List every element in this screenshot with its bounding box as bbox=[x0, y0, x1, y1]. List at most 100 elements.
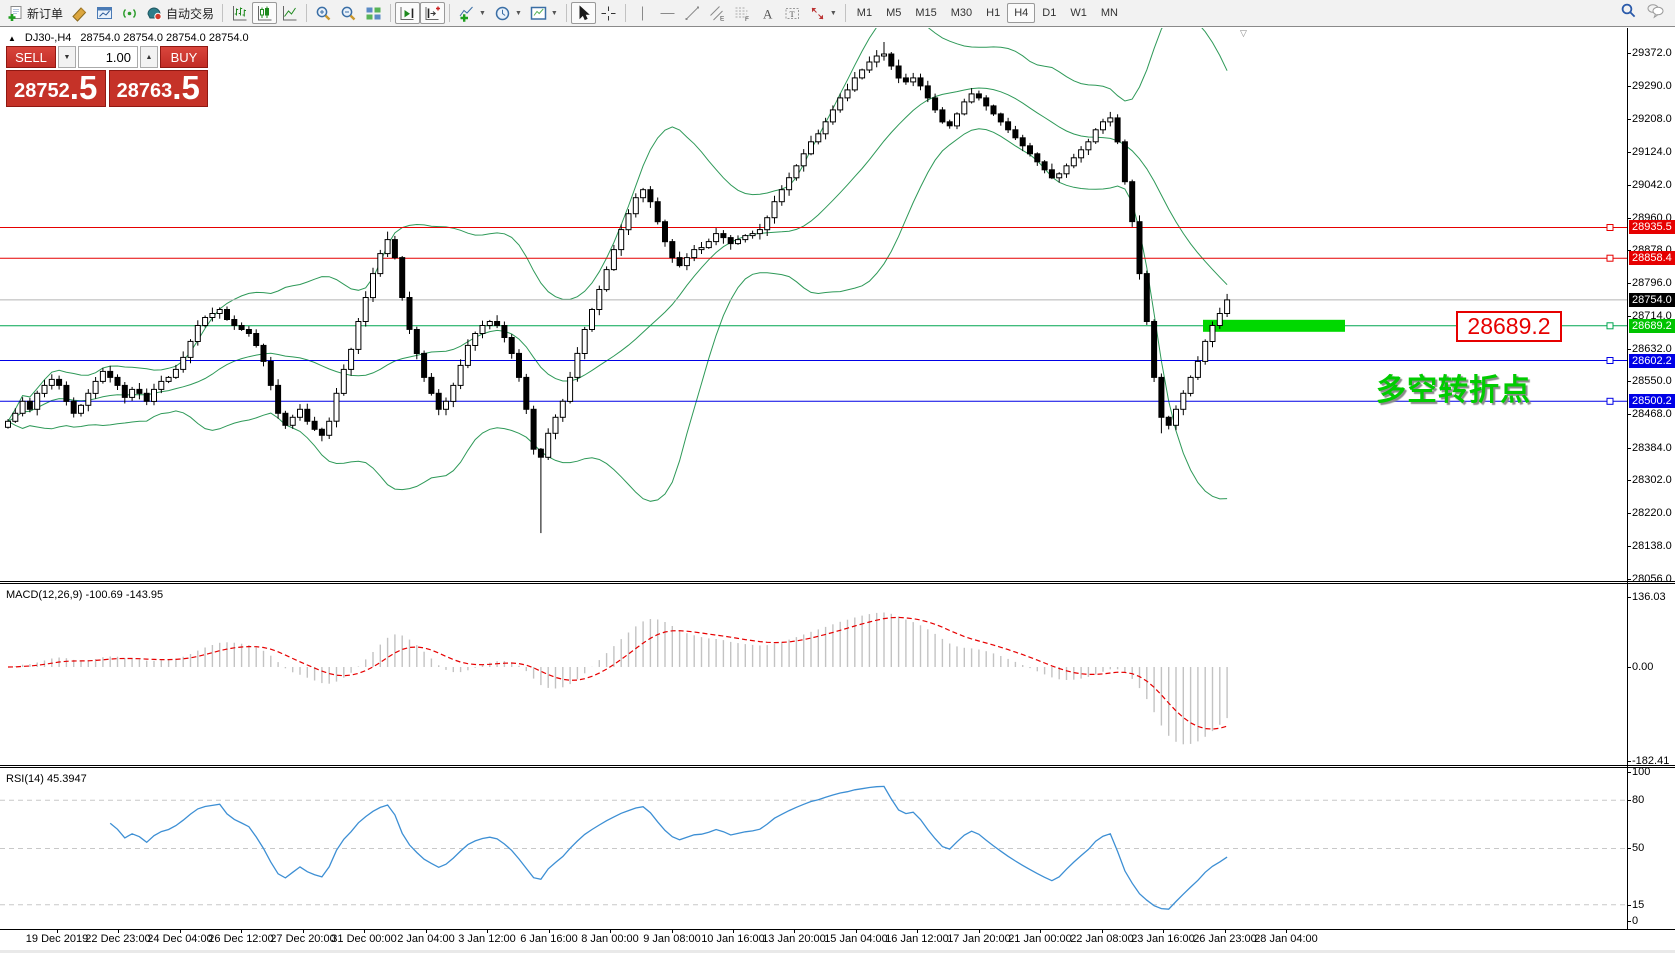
timeframe-M1-button[interactable]: M1 bbox=[856, 7, 873, 19]
dropdown-arrow-icon[interactable]: ▼ bbox=[479, 9, 486, 17]
crosshair-button[interactable] bbox=[596, 2, 621, 24]
timeframe-M30-button[interactable]: M30 bbox=[950, 7, 973, 19]
buy-price-display[interactable]: 28763.5 bbox=[108, 70, 208, 107]
candlestick-chart-button[interactable] bbox=[252, 2, 278, 24]
timeframe-MN-button[interactable]: MN bbox=[1100, 7, 1118, 19]
indicators-button[interactable]: ▼ bbox=[454, 2, 490, 24]
price-level-callout[interactable]: 28689.2 bbox=[1456, 311, 1562, 342]
text-label-button[interactable]: T bbox=[780, 2, 805, 24]
candle bbox=[530, 408, 537, 450]
candle bbox=[172, 368, 179, 378]
collapse-panel-arrow[interactable]: ▲ bbox=[8, 33, 16, 43]
line-chart-button[interactable] bbox=[277, 2, 302, 24]
highlight-zone-rect[interactable] bbox=[1203, 319, 1345, 332]
time-tick-label: 2 Jan 04:00 bbox=[397, 933, 455, 945]
horizontal-line-button[interactable] bbox=[655, 2, 680, 24]
time-tick-label: 22 Dec 23:00 bbox=[85, 933, 151, 945]
periods-button[interactable]: ▼ bbox=[490, 2, 526, 24]
candle bbox=[224, 309, 230, 320]
macd-splitter[interactable] bbox=[0, 581, 1675, 584]
candle bbox=[1070, 157, 1077, 167]
bar-chart-button[interactable] bbox=[227, 2, 252, 24]
candle bbox=[567, 376, 574, 402]
timeframe-M5-button[interactable]: M5 bbox=[886, 7, 902, 19]
timeframe-W1-button[interactable]: W1 bbox=[1070, 7, 1087, 19]
buy-button[interactable]: BUY bbox=[160, 46, 208, 68]
candle bbox=[778, 189, 785, 203]
candle bbox=[267, 360, 274, 386]
time-tick bbox=[487, 929, 488, 933]
arrows-button[interactable]: ▼ bbox=[805, 2, 841, 24]
new-order-button[interactable]: 新订单 bbox=[3, 2, 67, 24]
time-tick bbox=[979, 929, 980, 933]
candle bbox=[610, 249, 617, 271]
timeframe-D1-button[interactable]: D1 bbox=[1042, 7, 1057, 19]
candle bbox=[516, 352, 522, 378]
candle bbox=[647, 189, 654, 203]
candle bbox=[34, 392, 41, 410]
hline-handle[interactable] bbox=[1606, 397, 1614, 405]
equidistant-channel-button[interactable]: E bbox=[705, 2, 730, 24]
styler-button[interactable] bbox=[67, 2, 92, 24]
candle bbox=[727, 237, 734, 245]
hline-handle[interactable] bbox=[1606, 357, 1614, 364]
sell-price-display[interactable]: 28752.5 bbox=[6, 70, 106, 107]
volume-input[interactable]: 1.00 bbox=[78, 46, 138, 68]
macd-pane[interactable] bbox=[0, 584, 1627, 765]
candle bbox=[1202, 340, 1209, 362]
rsi-pane[interactable] bbox=[0, 768, 1627, 929]
hline-handle[interactable] bbox=[1606, 224, 1614, 231]
macd-signal-line bbox=[7, 616, 1228, 730]
candle bbox=[1019, 137, 1026, 147]
fibonacci-button[interactable]: F bbox=[730, 2, 755, 24]
candle bbox=[1158, 376, 1165, 418]
dropdown-arrow-icon[interactable]: ▼ bbox=[550, 9, 558, 17]
candle bbox=[304, 408, 311, 422]
cursor-button[interactable] bbox=[570, 2, 596, 24]
dropdown-arrow-icon[interactable]: ▼ bbox=[514, 9, 522, 17]
hline-handle[interactable] bbox=[1606, 322, 1614, 330]
candle bbox=[479, 325, 486, 334]
trendline-button[interactable] bbox=[680, 2, 705, 24]
zoom-in-button[interactable] bbox=[311, 2, 336, 24]
label-icon: T bbox=[784, 5, 801, 22]
macd-header: MACD(12,26,9) -100.69 -143.95 bbox=[6, 589, 163, 601]
rsi-axis-label: 50 bbox=[1627, 841, 1675, 855]
profiles-button[interactable] bbox=[92, 2, 117, 24]
vertical-line-button[interactable] bbox=[630, 2, 655, 24]
signals-button[interactable] bbox=[117, 2, 142, 24]
sell-button[interactable]: SELL bbox=[6, 46, 56, 68]
candle bbox=[829, 109, 836, 123]
zoom-out-button[interactable] bbox=[336, 2, 361, 24]
chart-shift-marker[interactable]: ▽ bbox=[1240, 28, 1247, 38]
dropdown-arrow-icon[interactable]: ▼ bbox=[829, 9, 837, 17]
timeframe-H4-button[interactable]: H4 bbox=[1007, 3, 1036, 23]
candle bbox=[377, 253, 384, 275]
auto-scroll-button[interactable] bbox=[395, 2, 421, 24]
price-tick-label: 28632.0 bbox=[1627, 342, 1675, 356]
hline-handle[interactable] bbox=[1606, 254, 1614, 262]
turning-point-annotation[interactable]: 多空转折点 bbox=[1376, 374, 1531, 407]
timeframe-M15-button[interactable]: M15 bbox=[915, 7, 937, 19]
volume-increase-button[interactable]: ▲ bbox=[140, 46, 158, 68]
candle bbox=[786, 177, 793, 191]
volume-decrease-button[interactable]: ▼ bbox=[58, 46, 76, 68]
candle bbox=[5, 420, 11, 428]
templates-button[interactable]: ▼ bbox=[526, 2, 562, 24]
candles-icon bbox=[256, 5, 273, 22]
main-chart-pane[interactable] bbox=[0, 28, 1627, 581]
candle bbox=[1012, 129, 1019, 139]
one-click-trading-panel: SELL ▼ 1.00 ▲ BUY 28752.5 28763.5 bbox=[6, 46, 208, 107]
search-icon[interactable] bbox=[1620, 2, 1637, 24]
tile-windows-button[interactable] bbox=[361, 2, 386, 24]
rsi-splitter[interactable] bbox=[0, 765, 1675, 768]
candle bbox=[837, 97, 844, 111]
candle bbox=[486, 321, 493, 326]
text-button[interactable]: A bbox=[755, 2, 780, 24]
candle bbox=[56, 378, 63, 386]
chart-shift-button[interactable] bbox=[420, 2, 446, 24]
candle bbox=[348, 348, 355, 370]
chat-icon[interactable] bbox=[1647, 2, 1664, 24]
auto-trading-button[interactable]: 自动交易 bbox=[142, 2, 218, 24]
timeframe-H1-button[interactable]: H1 bbox=[986, 7, 1001, 19]
